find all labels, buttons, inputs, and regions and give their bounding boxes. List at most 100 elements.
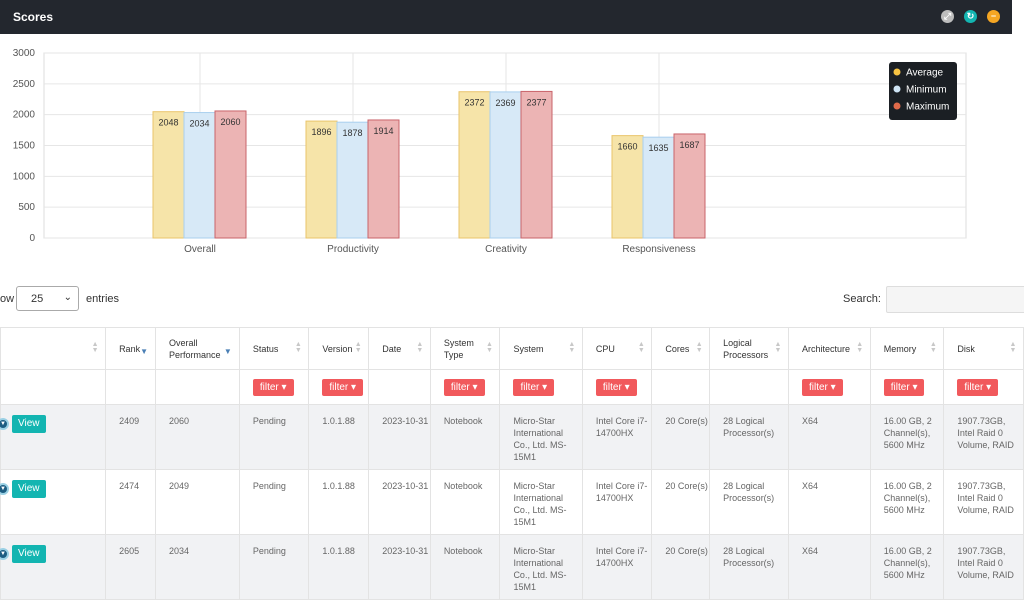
- sort-icon: ▲ ▼: [416, 341, 424, 354]
- legend-box: [889, 62, 957, 120]
- column-header-label: Disk: [957, 343, 975, 354]
- filter-label: filter: [259, 381, 279, 393]
- view-button[interactable]: View: [12, 480, 46, 498]
- caret-down-icon: ▾: [983, 381, 992, 393]
- column-header-system[interactable]: System ▲ ▼: [499, 327, 583, 370]
- expand-icon[interactable]: ⤢: [941, 10, 954, 23]
- filter-button-memory[interactable]: filter ▾: [883, 378, 925, 396]
- data-label: 1687: [679, 140, 699, 150]
- filter-cell: filter ▾: [308, 369, 370, 405]
- caret-down-icon: ▾: [827, 381, 836, 393]
- filter-button-disk[interactable]: filter ▾: [957, 378, 999, 396]
- bar-minimum: [183, 112, 216, 239]
- column-header-overall[interactable]: Overall Performance ▼: [155, 327, 240, 370]
- column-header-memory[interactable]: Memory ▲ ▼: [869, 327, 945, 370]
- column-header-date[interactable]: Date ▲ ▼: [368, 327, 431, 370]
- bar-minimum: [336, 121, 369, 239]
- bar-maximum: [367, 119, 400, 239]
- cell-system-type: Notebook: [429, 534, 501, 600]
- cell-system-type: Notebook: [429, 469, 501, 535]
- filter-label: filter: [329, 381, 349, 393]
- filter-button-system-type[interactable]: filter ▾: [443, 378, 485, 396]
- filter-label: filter: [602, 381, 622, 393]
- expand-row-icon[interactable]: ▼: [0, 417, 9, 430]
- cell-cpu: Intel Core i7-14700HX: [581, 404, 653, 470]
- refresh-icon[interactable]: ↻: [964, 10, 977, 23]
- search-input[interactable]: [886, 286, 1024, 313]
- cell-disk: 1907.73GB, Intel Raid 0 Volume, RAID: [943, 534, 1024, 600]
- sort-icon: ▲ ▼: [637, 341, 645, 354]
- sort-icon: ▲ ▼: [91, 341, 99, 354]
- expand-row-icon[interactable]: ▼: [0, 547, 9, 560]
- table-row: ▼ View 2409 2060 Pending 1.0.1.88 2023-10-31 No…: [0, 404, 1024, 470]
- filter-button-system[interactable]: filter ▾: [513, 378, 555, 396]
- column-header-system-type[interactable]: System Type ▲ ▼: [429, 327, 501, 370]
- cell-logical: 28 Logical Processor(s): [709, 469, 789, 535]
- entries-label: entries: [86, 293, 120, 305]
- data-label: 2060: [220, 117, 240, 127]
- data-label: 1878: [342, 128, 362, 138]
- column-header-label: Architecture: [801, 343, 850, 354]
- column-header-disk[interactable]: Disk ▲ ▼: [943, 327, 1024, 370]
- cell-cores: 20 Core(s): [651, 404, 711, 470]
- cell-arch: X64: [787, 534, 871, 600]
- column-header-label: Date: [382, 343, 402, 354]
- sort-icon: ▲ ▼: [695, 341, 703, 354]
- filter-cell: [105, 369, 156, 405]
- column-header-status[interactable]: Status ▲ ▼: [238, 327, 310, 370]
- cell-disk: 1907.73GB, Intel Raid 0 Volume, RAID: [943, 469, 1024, 535]
- expand-row-icon[interactable]: ▼: [0, 482, 9, 495]
- filter-button-cpu[interactable]: filter ▾: [595, 378, 637, 396]
- sort-icon: ▲ ▼: [1009, 341, 1017, 354]
- filter-cell: [368, 369, 431, 405]
- minimize-icon[interactable]: −: [987, 10, 1000, 23]
- results-table: ▲ ▼ Rank ▼ Overall Performance ▼ Status ▲ ▼ Versi…: [0, 327, 1024, 600]
- filter-button-version[interactable]: filter ▾: [322, 378, 364, 396]
- data-label: 1896: [311, 127, 331, 137]
- caret-down-icon: ▾: [348, 381, 357, 393]
- panel-header: Scores ⤢ ↻ −: [0, 0, 1012, 34]
- column-header-rank[interactable]: Rank ▼: [105, 327, 156, 370]
- table-row: ▼ View 2474 2049 Pending 1.0.1.88 2023-10-31 No…: [0, 469, 1024, 535]
- column-header-actions[interactable]: ▲ ▼: [0, 327, 107, 370]
- cell-status: Pending: [238, 534, 310, 600]
- caret-down-icon: ▾: [278, 381, 287, 393]
- bar-average: [152, 111, 185, 239]
- sort-icon: ▲ ▼: [568, 341, 576, 354]
- page-size-select[interactable]: 25 ⌄: [16, 286, 79, 311]
- column-header-version[interactable]: Version ▲ ▼: [308, 327, 370, 370]
- bar-average: [611, 135, 644, 239]
- filter-cell: filter ▾: [581, 369, 653, 405]
- bar-maximum: [520, 90, 553, 239]
- page-size-value: 25: [31, 293, 44, 305]
- filter-label: filter: [520, 381, 540, 393]
- column-header-logical[interactable]: Logical Processors ▲ ▼: [709, 327, 789, 370]
- y-tick-label: 0: [29, 233, 35, 244]
- cell-status: Pending: [238, 404, 310, 470]
- legend-label: Maximum: [906, 102, 949, 113]
- filter-cell: filter ▾: [429, 369, 501, 405]
- legend-marker: [893, 85, 901, 93]
- filter-cell: filter ▾: [499, 369, 583, 405]
- sort-icon: ▲ ▼: [929, 341, 937, 354]
- cell-cpu: Intel Core i7-14700HX: [581, 469, 653, 535]
- filter-cell: filter ▾: [869, 369, 945, 405]
- x-tick-label: Responsiveness: [622, 244, 695, 255]
- cell-overall: 2049: [155, 469, 240, 535]
- data-label: 1660: [617, 142, 637, 152]
- filter-label: filter: [808, 381, 828, 393]
- filter-button-arch[interactable]: filter ▾: [801, 378, 843, 396]
- cell-disk: 1907.73GB, Intel Raid 0 Volume, RAID: [943, 404, 1024, 470]
- y-tick-label: 2000: [13, 110, 36, 121]
- column-header-cpu[interactable]: CPU ▲ ▼: [581, 327, 653, 370]
- chevron-down-icon: ⌄: [63, 292, 72, 303]
- view-button[interactable]: View: [12, 415, 46, 433]
- column-header-arch[interactable]: Architecture ▲ ▼: [787, 327, 871, 370]
- cell-status: Pending: [238, 469, 310, 535]
- filter-button-status[interactable]: filter ▾: [252, 378, 294, 396]
- show-label: ow: [0, 293, 15, 305]
- view-button[interactable]: View: [12, 545, 46, 563]
- column-header-cores[interactable]: Cores ▲ ▼: [651, 327, 711, 370]
- row-actions: ▼ View: [0, 534, 107, 600]
- column-header-label: System: [513, 343, 544, 354]
